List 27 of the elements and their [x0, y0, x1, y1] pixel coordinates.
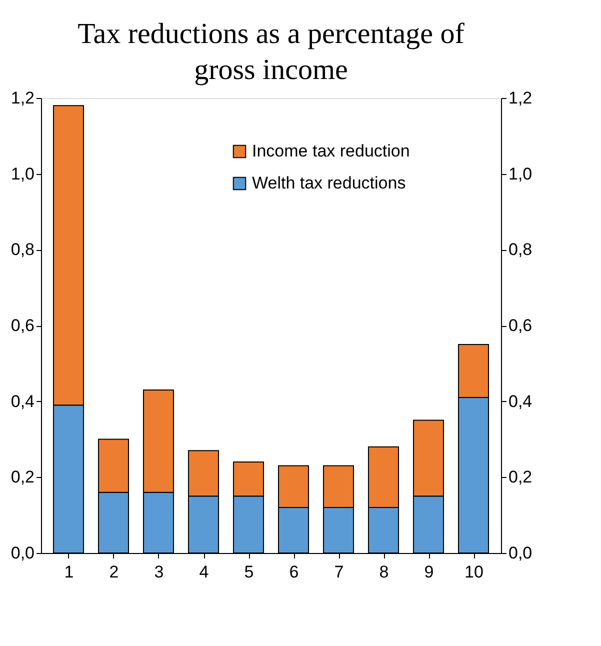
x-tick-label: 9 — [424, 562, 434, 582]
legend-label: Welth tax reductions — [252, 174, 406, 192]
y2-tick-label: 0,6 — [508, 316, 532, 335]
y-tick-label: 1,0 — [10, 164, 34, 184]
y-tick-label: 1,2 — [10, 88, 34, 108]
x-tick-label: 10 — [464, 562, 484, 582]
x-tick-label: 4 — [199, 562, 209, 582]
chart-title: Tax reductions as a percentage of gross income — [78, 18, 465, 86]
x-tick-label: 7 — [334, 562, 344, 582]
y2-tick-label: 1,2 — [508, 88, 532, 108]
y2-tick-label: 0,2 — [508, 468, 532, 487]
y2-tick-label: 0,8 — [508, 240, 532, 260]
x-tick-label: 5 — [244, 562, 254, 582]
legend-label: Income tax reduction — [252, 142, 410, 160]
x-tick-label: 2 — [109, 562, 119, 582]
y2-tick-label: 0,4 — [508, 392, 532, 411]
x-tick-label: 3 — [154, 562, 164, 582]
y-tick-label: 0,4 — [10, 392, 34, 411]
y2-tick-label: 0,0 — [508, 544, 532, 562]
x-tick-label: 8 — [379, 562, 389, 582]
y2-tick-label: 1,0 — [508, 164, 532, 184]
y-tick-label: 0,6 — [10, 316, 34, 335]
x-tick-label: 1 — [64, 562, 74, 582]
x-tick-label: 6 — [289, 562, 299, 582]
y-tick-label: 0,0 — [10, 544, 34, 562]
y-tick-label: 0,8 — [10, 240, 34, 260]
y-tick-label: 0,2 — [10, 468, 34, 487]
